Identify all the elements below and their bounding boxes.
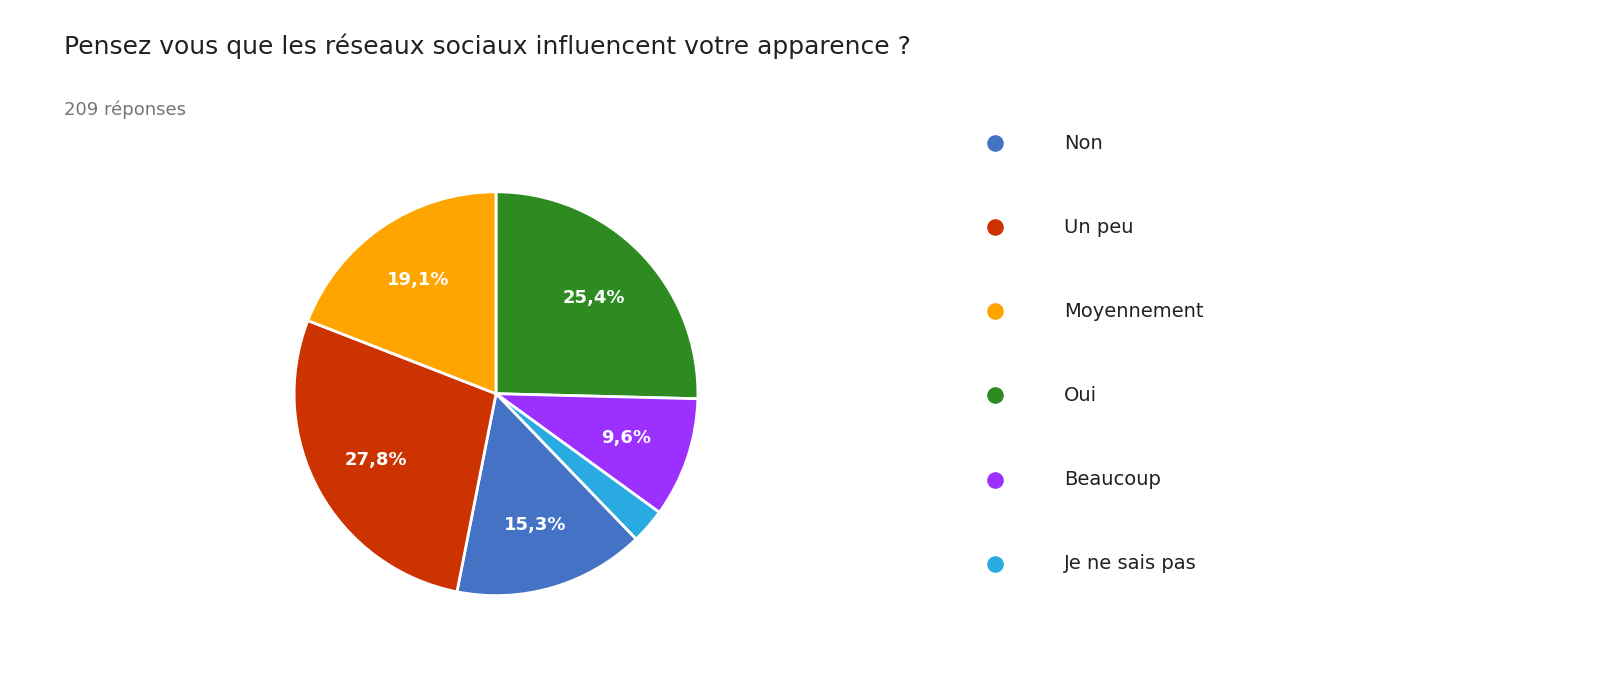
Wedge shape <box>496 394 659 539</box>
Text: 25,4%: 25,4% <box>563 289 626 307</box>
Text: Non: Non <box>1064 133 1102 153</box>
Point <box>982 474 1008 485</box>
Text: Je ne sais pas: Je ne sais pas <box>1064 554 1197 573</box>
Wedge shape <box>307 192 496 394</box>
Wedge shape <box>496 192 698 399</box>
Wedge shape <box>496 394 698 512</box>
Text: 9,6%: 9,6% <box>602 429 651 447</box>
Text: Moyennement: Moyennement <box>1064 302 1203 321</box>
Point <box>982 306 1008 317</box>
Wedge shape <box>294 320 496 592</box>
Text: 19,1%: 19,1% <box>387 271 450 289</box>
Text: Pensez vous que les réseaux sociaux influencent votre apparence ?: Pensez vous que les réseaux sociaux infl… <box>64 34 910 59</box>
Text: Un peu: Un peu <box>1064 217 1133 237</box>
Point <box>982 390 1008 401</box>
Text: Oui: Oui <box>1064 386 1098 405</box>
Point <box>982 222 1008 233</box>
Point <box>982 559 1008 569</box>
Point <box>982 138 1008 149</box>
Text: 209 réponses: 209 réponses <box>64 101 186 119</box>
Text: Beaucoup: Beaucoup <box>1064 470 1160 489</box>
Text: 15,3%: 15,3% <box>504 516 566 534</box>
Text: 27,8%: 27,8% <box>344 451 406 469</box>
Wedge shape <box>458 394 637 596</box>
